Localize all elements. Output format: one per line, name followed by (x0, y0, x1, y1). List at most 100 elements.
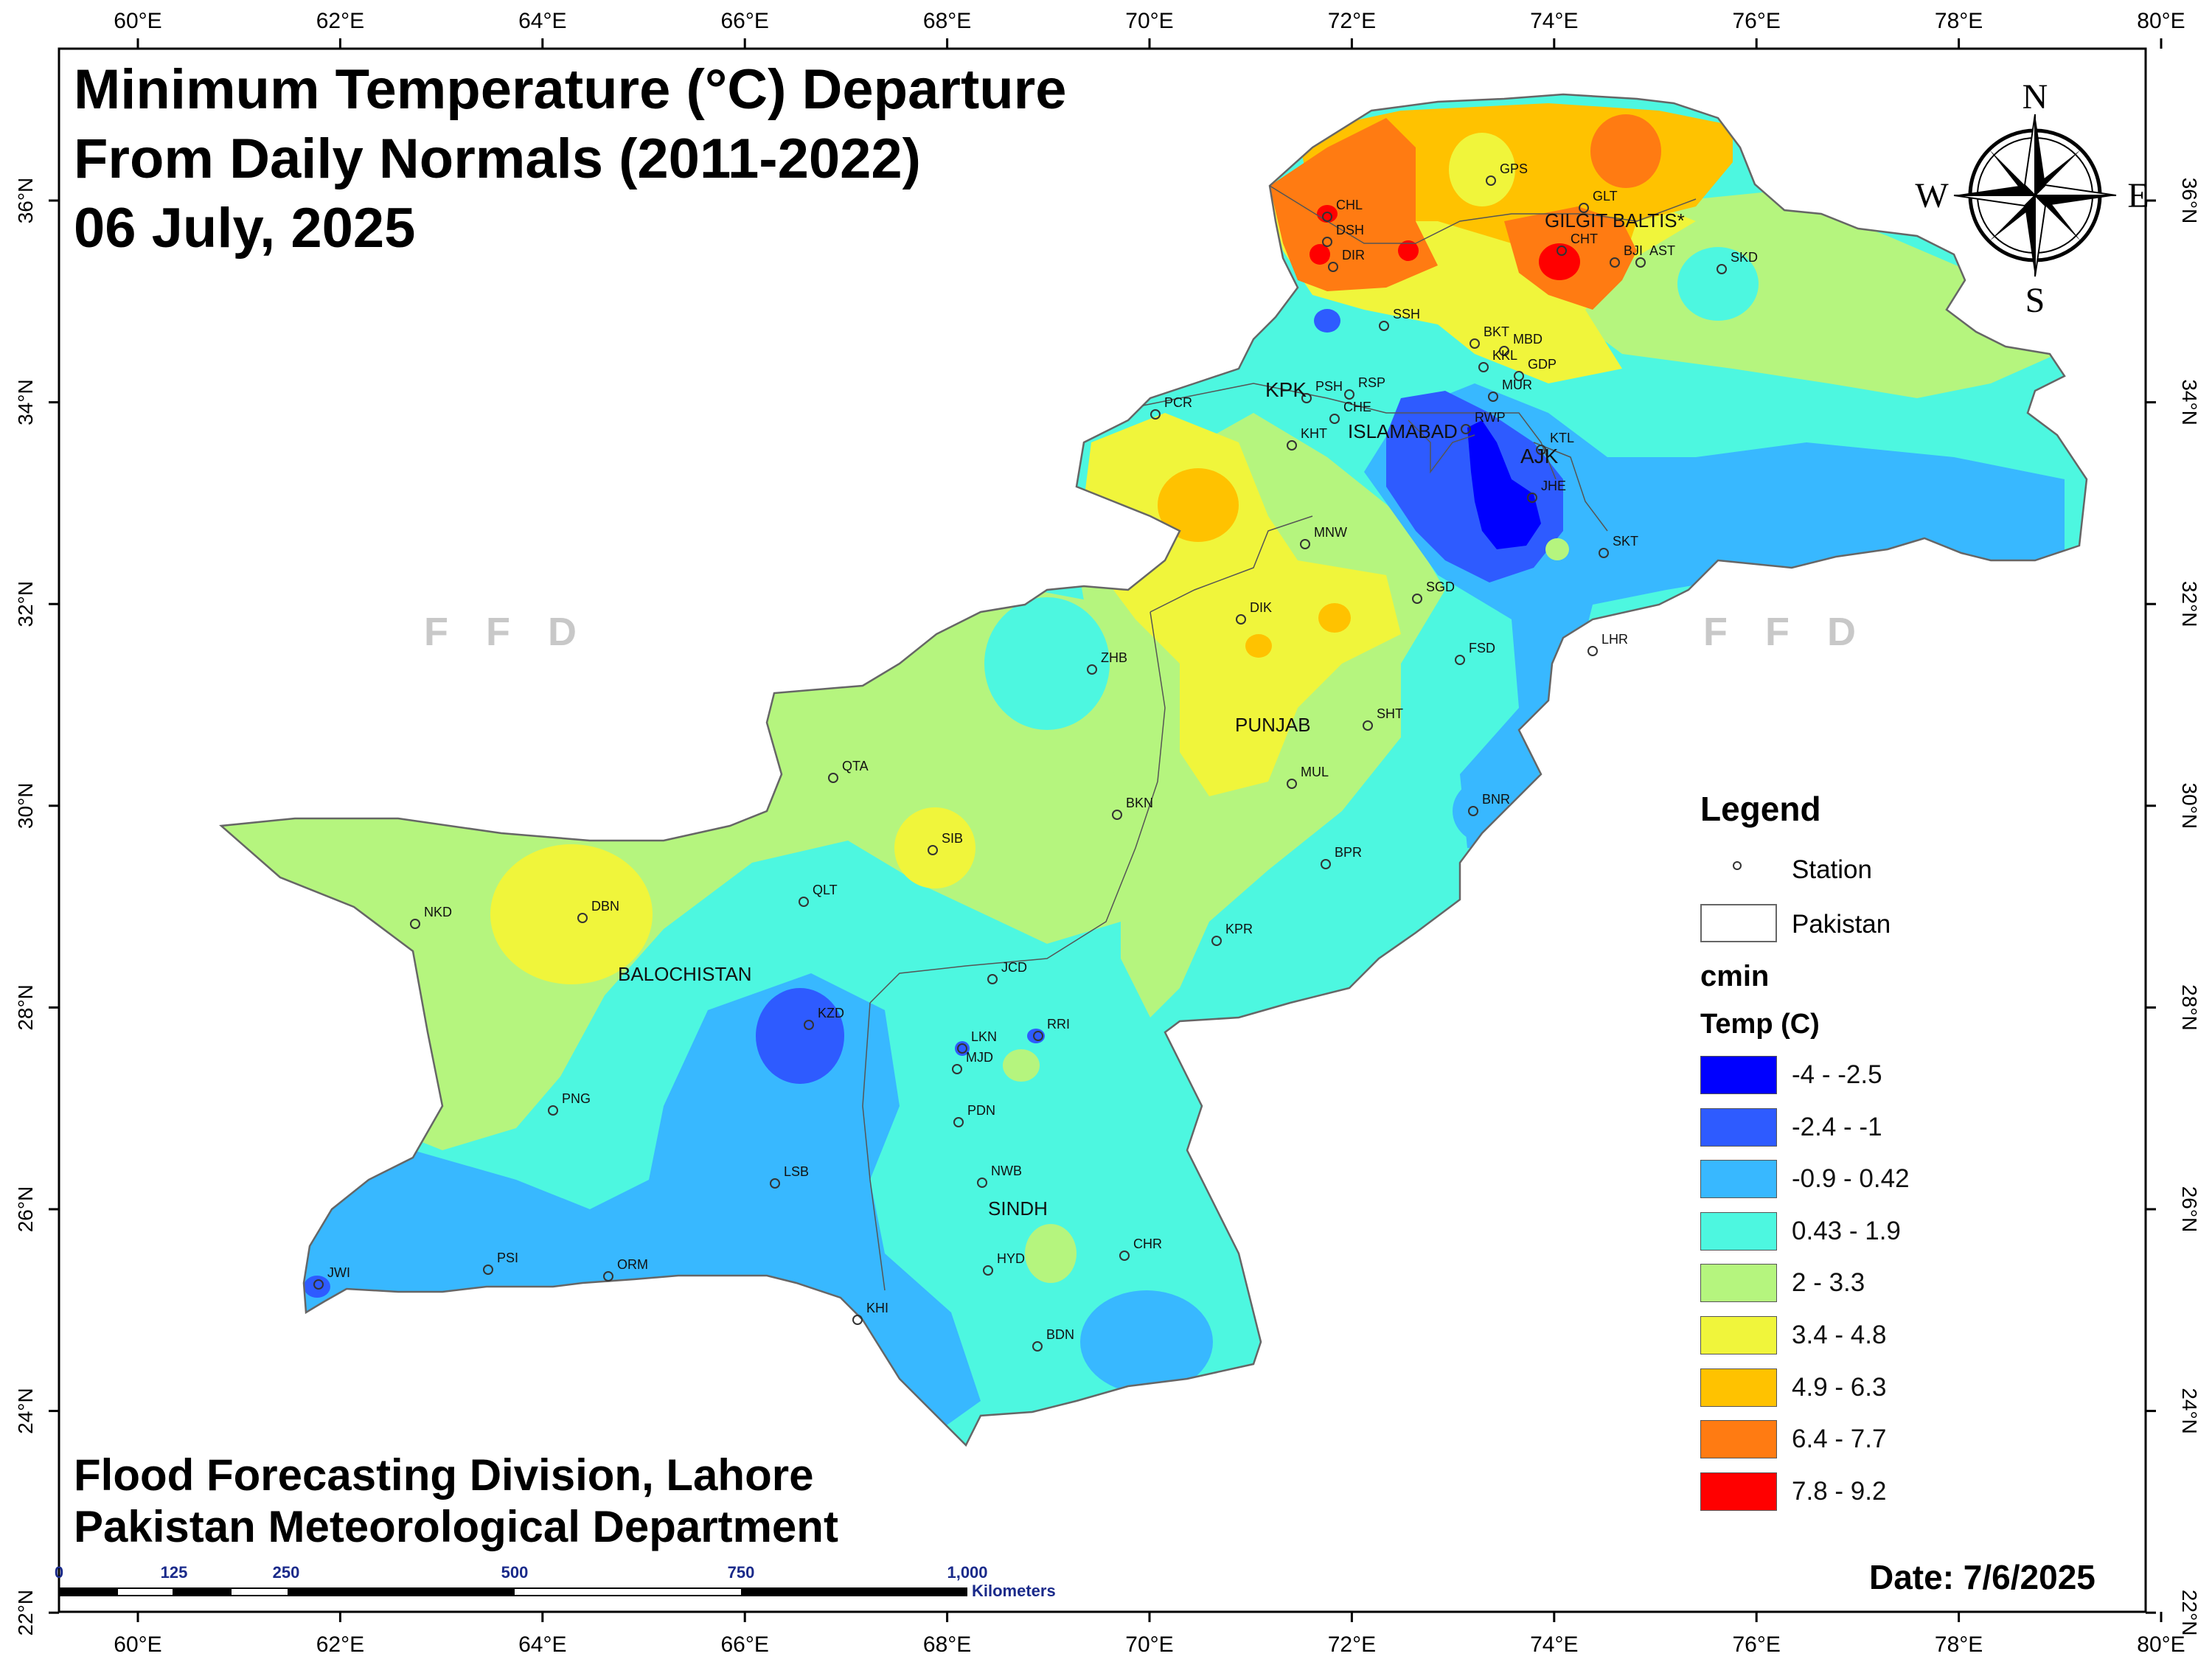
station-label: PSH (1315, 379, 1343, 394)
station-ktl: KTL (1536, 431, 1574, 455)
station-marker-icon (1301, 393, 1312, 403)
lat-label-left: 30°N (14, 783, 37, 830)
lon-label-top: 62°E (316, 9, 364, 33)
station-label: DSH (1336, 223, 1364, 237)
scale-label: 750 (728, 1563, 755, 1582)
station-label: SIB (942, 831, 963, 846)
legend-title: Legend (1700, 790, 1821, 828)
station-marker-icon (1322, 237, 1332, 247)
zone--2.4-lkn (955, 1041, 970, 1056)
station-bnr: BNR (1468, 792, 1510, 816)
map-title-line-2: From Daily Normals (2011-2022) (74, 128, 921, 190)
station-marker-icon (1032, 1341, 1043, 1352)
station-kzd: KZD (804, 1006, 844, 1030)
scale-unit: Kilometers (972, 1582, 1056, 1600)
station-label: LHR (1601, 632, 1628, 647)
legend-class-row: -0.9 - 0.42 (1700, 1160, 2010, 1199)
lon-label-bottom: 62°E (316, 1632, 364, 1657)
lon-label-top: 74°E (1530, 9, 1578, 33)
station-marker-icon (953, 1117, 964, 1127)
lon-label-top: 72°E (1328, 9, 1376, 33)
lon-label-top: 80°E (2137, 9, 2185, 33)
lon-label-bottom: 76°E (1733, 1632, 1781, 1657)
compass-e: E (2127, 176, 2149, 215)
lon-label-top: 70°E (1125, 9, 1173, 33)
station-label: MUR (1502, 378, 1532, 392)
station-dik: DIK (1236, 600, 1272, 625)
legend-class-row: 6.4 - 7.7 (1700, 1420, 2010, 1459)
lon-label-bottom: 70°E (1125, 1632, 1173, 1657)
station-jwi: JWI (313, 1265, 350, 1290)
legend-class-label: 2 - 3.3 (1792, 1268, 1865, 1298)
station-pcr: PCR (1150, 395, 1192, 420)
station-dir: DIR (1328, 248, 1365, 272)
station-label: FSD (1469, 641, 1495, 655)
station-label: BKN (1126, 796, 1153, 810)
zone-6.4-chitral (1270, 118, 1438, 291)
lon-label-top: 64°E (518, 9, 566, 33)
station-marker-icon (1112, 810, 1122, 820)
lon-label-bottom: 68°E (923, 1632, 971, 1657)
station-label: QTA (842, 759, 869, 773)
station-marker-icon (1514, 371, 1524, 381)
station-jcd: JCD (987, 960, 1027, 984)
station-marker-icon (1236, 614, 1246, 625)
compass-n: N (2023, 77, 2048, 116)
station-label: CHL (1336, 198, 1363, 212)
lon-label-bottom: 66°E (721, 1632, 769, 1657)
station-label: BNR (1482, 792, 1510, 807)
station-label: CHE (1343, 400, 1371, 414)
station-label: PSI (497, 1251, 518, 1265)
station-bkn: BKN (1112, 796, 1153, 820)
station-skd: SKD (1717, 250, 1758, 274)
station-ssh: SSH (1379, 307, 1420, 331)
legend-class-row: -2.4 - -1 (1700, 1107, 2010, 1147)
station-marker-icon (1599, 548, 1609, 558)
station-mjd: MJD (952, 1050, 993, 1074)
station-cht: CHT (1557, 232, 1598, 256)
station-label: AST (1649, 243, 1675, 258)
station-label: CHR (1133, 1237, 1162, 1251)
map-date: Date: 7/6/2025 (1869, 1558, 2096, 1596)
station-label: BDN (1046, 1327, 1074, 1342)
zone--4-jhe (1467, 420, 1541, 549)
station-chr: CHR (1119, 1237, 1162, 1261)
station-marker-icon (1150, 409, 1161, 420)
station-label: SKT (1613, 534, 1638, 549)
station-marker-icon (1287, 440, 1297, 451)
zone-6.4-glt (1590, 114, 1661, 188)
lat-label-right: 34°N (2178, 379, 2201, 425)
station-marker-icon (1499, 346, 1509, 356)
station-marker-icon (483, 1265, 493, 1275)
station-label: HYD (997, 1251, 1025, 1266)
lon-label-bottom: 64°E (518, 1632, 566, 1657)
zone-7.8-cht (1539, 243, 1580, 280)
station-mnw: MNW (1300, 525, 1347, 549)
station-marker-icon (928, 845, 938, 855)
station-marker-icon (313, 1279, 324, 1290)
station-marker-icon (1557, 246, 1567, 256)
station-label: SSH (1393, 307, 1420, 321)
lat-labels-left: 36°N 34°N 32°N 30°N 28°N 26°N 24°N 22°N (14, 178, 37, 1636)
region-label-punjab: PUNJAB (1235, 714, 1311, 736)
station-marker-icon (1321, 859, 1331, 869)
station-marker-icon (1455, 655, 1465, 665)
station-label: PDN (967, 1103, 995, 1118)
station-mul: MUL (1287, 765, 1329, 789)
station-label: RSP (1358, 375, 1385, 390)
station-orm: ORM (603, 1257, 648, 1281)
station-marker-icon (1488, 392, 1498, 402)
station-marker-icon (1363, 720, 1373, 731)
station-marker-icon (1287, 779, 1297, 789)
station-sib: SIB (928, 831, 963, 855)
legend-swatch (1700, 1211, 1777, 1251)
station-marker-icon (1300, 539, 1310, 549)
lon-label-top: 68°E (923, 9, 971, 33)
station-label: BPR (1335, 845, 1362, 860)
station-label: NWB (991, 1164, 1022, 1178)
lat-label-left: 26°N (14, 1186, 37, 1233)
station-mbd: MBD (1499, 332, 1543, 356)
zone-3.4-gps (1449, 133, 1515, 206)
station-label: JHE (1541, 479, 1566, 493)
station-zhb: ZHB (1087, 650, 1127, 675)
